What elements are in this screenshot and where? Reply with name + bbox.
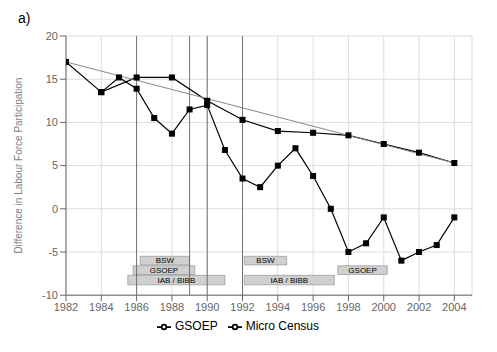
svg-text:Difference in Labour Force Par: Difference in Labour Force Participation — [13, 78, 24, 254]
svg-text:BSW: BSW — [256, 256, 275, 265]
svg-text:1998: 1998 — [336, 301, 360, 313]
svg-text:1988: 1988 — [160, 301, 184, 313]
html-text:a): a) — [18, 10, 31, 26]
html-text:GSOEP: GSOEP — [175, 319, 218, 334]
svg-text:1990: 1990 — [195, 301, 219, 313]
html-text:Micro Census: Micro Census — [245, 319, 319, 334]
svg-text:10: 10 — [46, 116, 58, 128]
svg-text:1982: 1982 — [54, 301, 78, 313]
svg-text:-5: -5 — [48, 246, 58, 258]
svg-text:20: 20 — [46, 30, 58, 42]
svg-text:2004: 2004 — [442, 301, 466, 313]
svg-text:-10: -10 — [42, 289, 58, 301]
svg-text:1994: 1994 — [266, 301, 290, 313]
svg-text:0: 0 — [52, 203, 58, 215]
svg-text:IAB / BIBB: IAB / BIBB — [157, 276, 195, 285]
svg-text:BSW: BSW — [156, 256, 175, 265]
svg-text:15: 15 — [46, 73, 58, 85]
svg-text:IAB / BIBB: IAB / BIBB — [270, 276, 308, 285]
svg-text:1986: 1986 — [124, 301, 148, 313]
svg-text:GSOEP: GSOEP — [150, 266, 178, 275]
svg-text:1992: 1992 — [230, 301, 254, 313]
svg-text:GSOEP: GSOEP — [348, 266, 376, 275]
svg-text:1996: 1996 — [301, 301, 325, 313]
svg-text:5: 5 — [52, 159, 58, 171]
svg-text:1984: 1984 — [89, 301, 113, 313]
svg-text:2002: 2002 — [407, 301, 431, 313]
svg-text:2000: 2000 — [371, 301, 395, 313]
